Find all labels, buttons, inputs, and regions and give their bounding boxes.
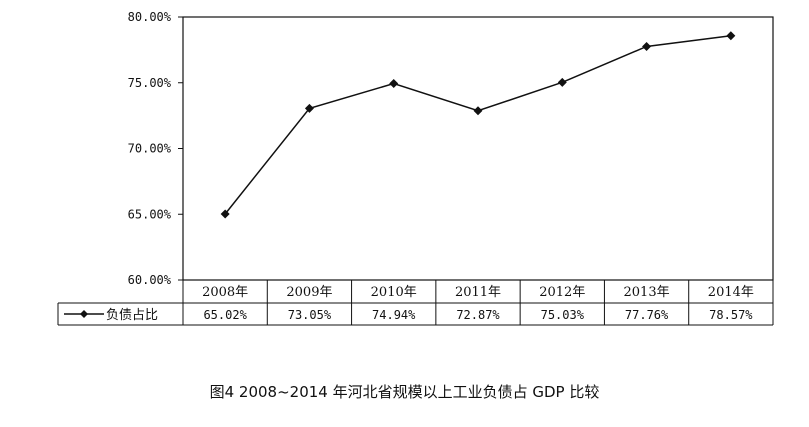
x-tick-label: 2011年 — [455, 285, 501, 300]
legend-label: 负债占比 — [106, 308, 158, 323]
x-tick-label: 2013年 — [624, 285, 670, 300]
x-tick-label: 2009年 — [286, 285, 332, 300]
data-label: 73.05% — [288, 308, 332, 322]
series-line — [220, 31, 736, 219]
data-label: 78.57% — [709, 308, 753, 322]
data-point — [389, 79, 399, 89]
data-label: 75.03% — [541, 308, 585, 322]
data-point — [642, 41, 652, 51]
data-label: 74.94% — [372, 308, 416, 322]
y-tick-label: 65.00% — [128, 207, 172, 221]
data-table: 2008年 65.02% 2009年 73.05% 2010年 74.94% 2011年 72… — [57, 280, 774, 326]
series-line-path — [224, 35, 731, 215]
data-point — [473, 106, 483, 116]
x-tick-label: 2008年 — [202, 285, 248, 300]
figure-caption: 图4 2008~2014 年河北省规模以上工业负债占 GDP 比较 — [209, 383, 600, 401]
data-point — [557, 77, 567, 87]
data-point — [304, 103, 314, 113]
y-tick-label: 60.00% — [128, 273, 172, 287]
line-chart: 60.00% 65.00% 70.00% 75.00% 80.00% 2008年 65.0… — [57, 10, 774, 326]
x-tick-label: 2014年 — [708, 285, 754, 300]
y-tick-label: 80.00% — [128, 10, 172, 24]
y-tick-label: 75.00% — [128, 76, 172, 90]
data-label: 72.87% — [456, 308, 500, 322]
data-point — [726, 31, 736, 41]
data-label: 77.76% — [625, 308, 669, 322]
data-label: 65.02% — [203, 308, 247, 322]
data-point — [220, 209, 230, 219]
plot-frame — [182, 16, 774, 281]
x-tick-label: 2012年 — [539, 285, 585, 300]
y-tick-label: 70.00% — [128, 142, 172, 156]
chart-axes — [182, 16, 774, 281]
y-axis-ticks: 60.00% 65.00% 70.00% 75.00% 80.00% — [128, 10, 183, 287]
legend-marker — [80, 310, 88, 318]
x-tick-label: 2010年 — [371, 285, 417, 300]
